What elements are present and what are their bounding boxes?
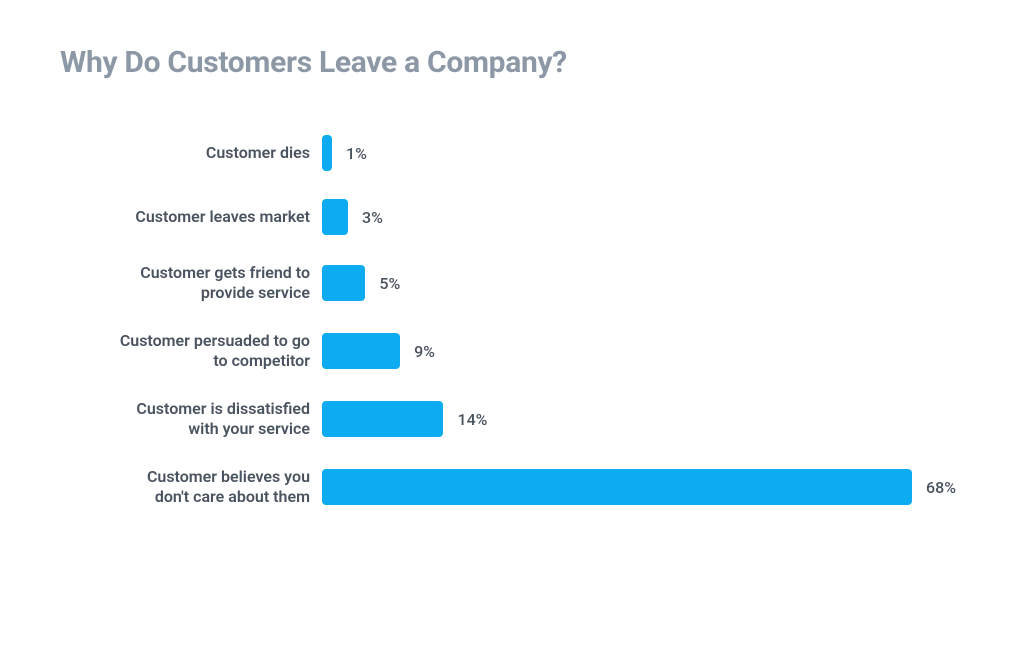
bar	[322, 265, 365, 301]
bar-value: 9%	[414, 342, 435, 361]
bar	[322, 135, 332, 171]
bar-row: Customer is dissatisfiedwith your servic…	[60, 399, 964, 439]
bar	[322, 199, 348, 235]
bar-track: 14%	[322, 401, 964, 437]
bar-row: Customer leaves market 3%	[60, 199, 964, 235]
bar-label: Customer believes youdon't care about th…	[60, 467, 322, 507]
bar-value: 5%	[379, 274, 400, 293]
bar-track: 68%	[322, 469, 964, 505]
bar-value: 14%	[457, 410, 487, 429]
bar-label: Customer dies	[60, 143, 322, 163]
bar-label: Customer leaves market	[60, 207, 322, 227]
bar	[322, 333, 400, 369]
bar	[322, 469, 912, 505]
bar-label: Customer gets friend toprovide service	[60, 263, 322, 303]
bar-value: 3%	[362, 208, 383, 227]
bar-row: Customer dies 1%	[60, 135, 964, 171]
bar-row: Customer persuaded to goto competitor 9%	[60, 331, 964, 371]
bar-track: 9%	[322, 333, 964, 369]
chart-container: Why Do Customers Leave a Company? Custom…	[0, 0, 1024, 575]
bar-label: Customer is dissatisfiedwith your servic…	[60, 399, 322, 439]
bar-row: Customer believes youdon't care about th…	[60, 467, 964, 507]
bar-label: Customer persuaded to goto competitor	[60, 331, 322, 371]
bar-value: 68%	[926, 478, 956, 497]
bar-row: Customer gets friend toprovide service 5%	[60, 263, 964, 303]
bar-track: 3%	[322, 199, 964, 235]
bar	[322, 401, 443, 437]
bar-chart: Customer dies1%Customer leaves market3%C…	[60, 135, 964, 535]
chart-title: Why Do Customers Leave a Company?	[60, 45, 964, 80]
bar-track: 5%	[322, 265, 964, 301]
bar-value: 1%	[346, 144, 367, 163]
bar-track: 1%	[322, 135, 964, 171]
